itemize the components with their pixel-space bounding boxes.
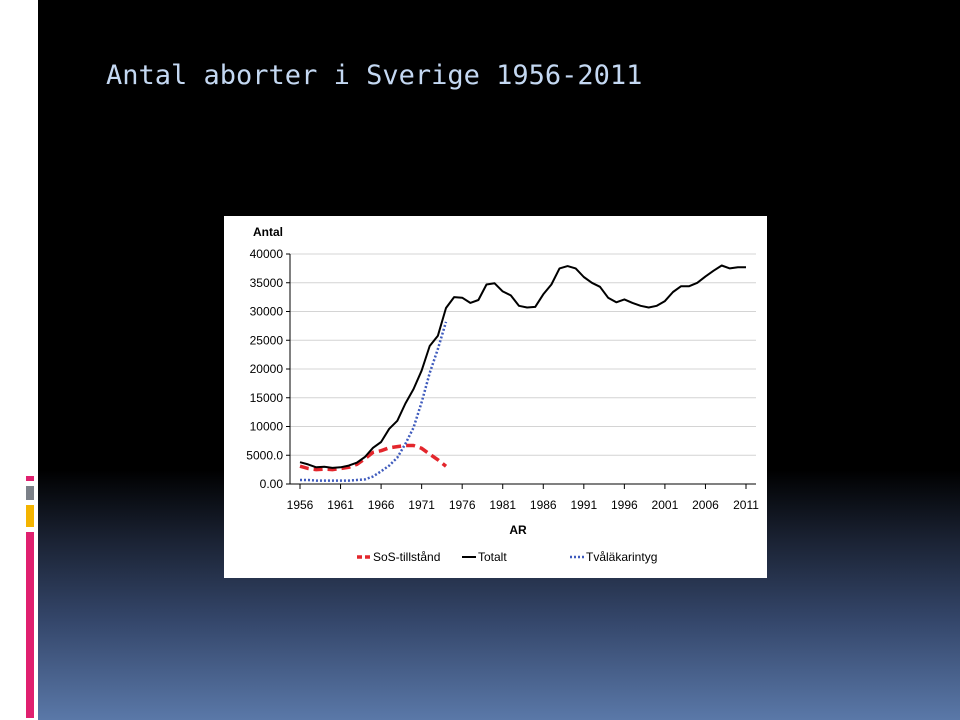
y-tick-label: 30000	[250, 305, 284, 319]
y-tick-label: 15000	[250, 391, 284, 405]
axes	[286, 253, 756, 489]
y-tick-label: 40000	[250, 247, 284, 261]
x-tick-label: 2001	[652, 498, 679, 512]
legend-label-sos-tillst-nd: SoS-tillstånd	[373, 550, 440, 564]
series-line-totalt	[299, 264, 746, 469]
chart-panel: 0.00 5000.0 10000 15000 20000 25000 30000 35000…	[224, 216, 767, 578]
x-tick-label: 1976	[449, 498, 476, 512]
series-line-sos-tillst-nd	[299, 443, 448, 472]
x-tick-label: 1981	[489, 498, 516, 512]
series-line-tv-l-karintyg	[300, 321, 448, 482]
legend: SoS-tillstånd Totalt Tvåläkarintyg	[357, 550, 657, 564]
chart: 0.00 5000.0 10000 15000 20000 25000 30000 35000…	[246, 225, 759, 564]
legend-label-tv-l-karintyg: Tvåläkarintyg	[586, 550, 657, 564]
decoration-pink-top	[26, 476, 34, 481]
x-tick-label: 1971	[408, 498, 435, 512]
legend-label-totalt: Totalt	[478, 550, 507, 564]
y-tick-label: 20000	[250, 362, 284, 376]
decoration-pink-long	[26, 532, 34, 718]
decoration-gray-block	[26, 486, 34, 500]
y-tick-label: 10000	[250, 420, 284, 434]
tick-labels: 0.00 5000.0 10000 15000 20000 25000 30000 35000…	[246, 247, 759, 512]
x-tick-label: 2011	[733, 498, 759, 512]
x-tick-label: 1996	[611, 498, 638, 512]
gridlines	[290, 253, 756, 485]
x-tick-label: 1966	[368, 498, 395, 512]
x-tick-label: 1956	[287, 498, 314, 512]
y-tick-label: 0.00	[260, 477, 284, 491]
slide-title: Antal aborter i Sverige 1956-2011	[106, 60, 643, 91]
series-lines	[299, 264, 746, 482]
x-tick-label: 1991	[570, 498, 597, 512]
y-axis-label: Antal	[253, 225, 283, 239]
y-tick-label: 35000	[250, 276, 284, 290]
x-tick-label: 2006	[692, 498, 719, 512]
y-tick-label: 5000.0	[246, 448, 283, 462]
decoration-gold-block	[26, 505, 34, 527]
x-tick-label: 1961	[327, 498, 354, 512]
x-tick-label: 1986	[530, 498, 557, 512]
x-axis-label: AR	[509, 523, 527, 537]
y-tick-label: 25000	[250, 333, 284, 347]
